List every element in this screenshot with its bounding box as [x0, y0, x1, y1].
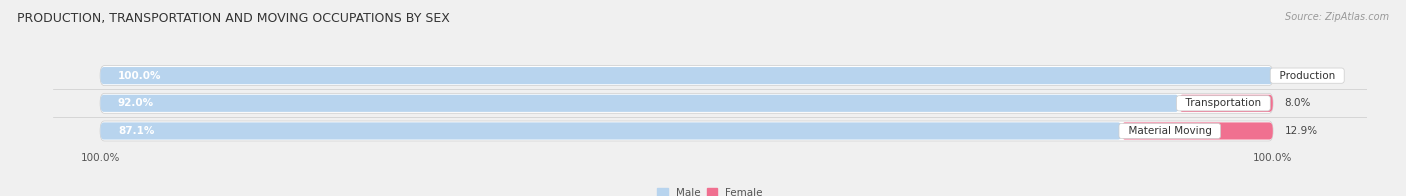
FancyBboxPatch shape: [100, 67, 1272, 84]
Text: 87.1%: 87.1%: [118, 126, 155, 136]
Text: PRODUCTION, TRANSPORTATION AND MOVING OCCUPATIONS BY SEX: PRODUCTION, TRANSPORTATION AND MOVING OC…: [17, 12, 450, 25]
Legend: Male, Female: Male, Female: [652, 184, 768, 196]
FancyBboxPatch shape: [100, 121, 1272, 141]
FancyBboxPatch shape: [100, 95, 1180, 112]
FancyBboxPatch shape: [100, 122, 1122, 140]
Text: Transportation: Transportation: [1180, 98, 1268, 108]
FancyBboxPatch shape: [1180, 95, 1272, 112]
Text: 12.9%: 12.9%: [1285, 126, 1317, 136]
FancyBboxPatch shape: [100, 93, 1272, 113]
Text: Material Moving: Material Moving: [1122, 126, 1218, 136]
FancyBboxPatch shape: [1122, 122, 1272, 140]
Text: 100.0%: 100.0%: [118, 71, 162, 81]
Text: 0.0%: 0.0%: [1285, 71, 1310, 81]
FancyBboxPatch shape: [100, 66, 1272, 86]
Text: 8.0%: 8.0%: [1285, 98, 1310, 108]
Text: Production: Production: [1272, 71, 1341, 81]
Text: Source: ZipAtlas.com: Source: ZipAtlas.com: [1285, 12, 1389, 22]
Text: 92.0%: 92.0%: [118, 98, 155, 108]
